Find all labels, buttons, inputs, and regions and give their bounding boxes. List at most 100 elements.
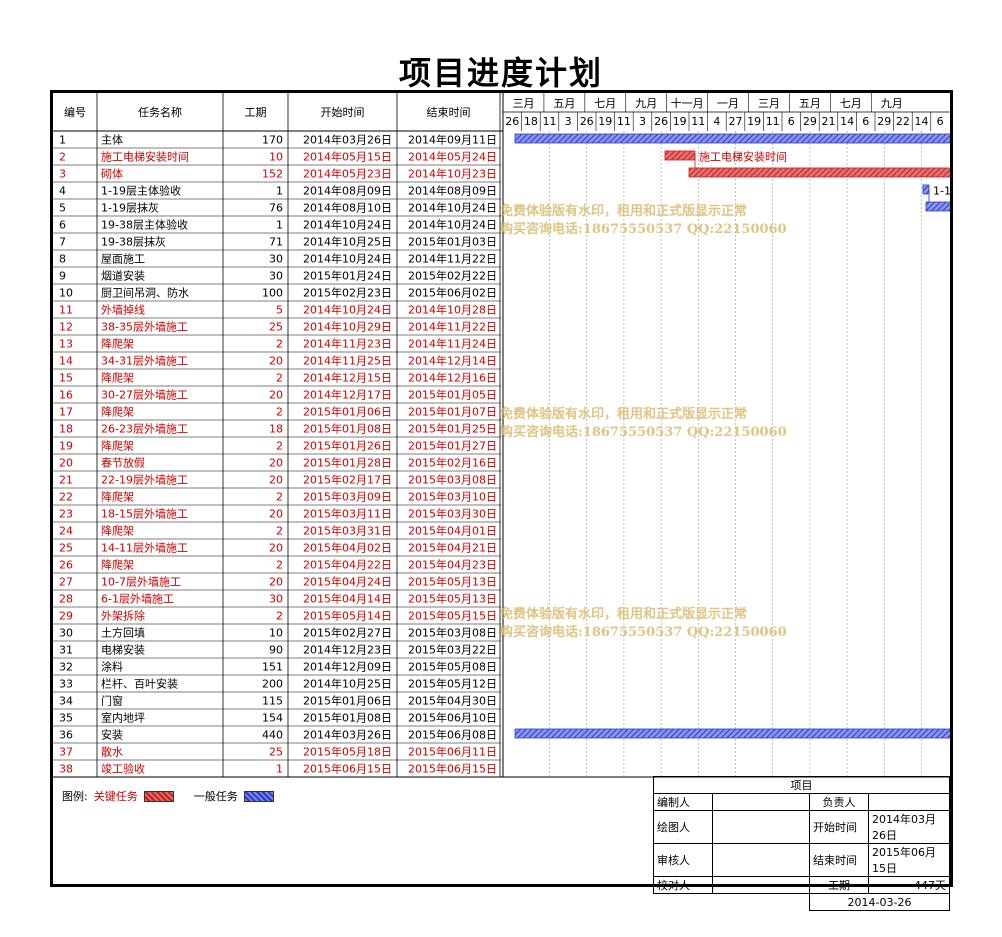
task-end: 2015年01月05日 bbox=[408, 388, 497, 402]
task-name: 38-35层外墙施工 bbox=[101, 320, 188, 334]
task-start: 2014年03月26日 bbox=[303, 728, 392, 742]
task-duration: 1 bbox=[276, 763, 283, 776]
task-start: 2014年03月26日 bbox=[303, 133, 392, 147]
task-end: 2014年10月24日 bbox=[408, 201, 497, 215]
task-start: 2014年10月25日 bbox=[303, 235, 392, 249]
task-start: 2015年04月22日 bbox=[303, 558, 392, 572]
timeline-day-label: 6 bbox=[937, 115, 944, 128]
info-checker-value bbox=[712, 876, 810, 894]
task-duration: 30 bbox=[269, 253, 283, 266]
task-start: 2014年05月23日 bbox=[303, 167, 392, 181]
task-end: 2015年03月22日 bbox=[408, 643, 497, 657]
task-start: 2015年02月23日 bbox=[303, 286, 392, 300]
task-id: 33 bbox=[59, 678, 73, 691]
timeline-month-label: 三月 bbox=[758, 97, 780, 110]
task-id: 36 bbox=[59, 729, 73, 742]
task-duration: 20 bbox=[269, 474, 283, 487]
timeline-month-label: 五月 bbox=[553, 97, 575, 110]
task-id: 15 bbox=[59, 372, 73, 385]
task-start: 2014年12月09日 bbox=[303, 660, 392, 674]
task-id: 5 bbox=[59, 202, 66, 215]
task-name: 34-31层外墙施工 bbox=[101, 354, 188, 368]
task-start: 2015年01月06日 bbox=[303, 694, 392, 708]
task-duration: 2 bbox=[276, 610, 283, 623]
timeline-day-label: 14 bbox=[915, 115, 929, 128]
task-start: 2015年05月18日 bbox=[303, 745, 392, 759]
task-start: 2015年03月31日 bbox=[303, 524, 392, 538]
task-start: 2015年04月02日 bbox=[303, 541, 392, 555]
task-start: 2015年01月06日 bbox=[303, 405, 392, 419]
task-name: 降爬架 bbox=[101, 337, 134, 351]
timeline-day-label: 14 bbox=[840, 115, 854, 128]
task-name: 栏杆、百叶安装 bbox=[101, 677, 178, 691]
timeline-day-label: 19 bbox=[747, 115, 761, 128]
task-id: 29 bbox=[59, 610, 73, 623]
legend-normal-label: 一般任务 bbox=[193, 790, 238, 803]
task-id: 13 bbox=[59, 338, 73, 351]
timeline-day-label: 27 bbox=[729, 115, 743, 128]
task-duration: 25 bbox=[269, 321, 283, 334]
task-duration: 151 bbox=[262, 661, 283, 674]
task-bar bbox=[925, 201, 950, 212]
task-duration: 115 bbox=[262, 695, 283, 708]
task-name: 室内地坪 bbox=[101, 711, 145, 725]
task-end: 2015年02月22日 bbox=[408, 269, 497, 283]
task-name: 砌体 bbox=[101, 167, 123, 181]
gantt-frame: 编号 任务名称 工期 开始时间 结束时间 三月 五月 七月 九月 十一月 一月 三月 五月 七月 九月 26 1… bbox=[50, 90, 953, 887]
timeline-month-label: 十一月 bbox=[671, 96, 704, 110]
timeline-month-label: 五月 bbox=[799, 97, 821, 110]
task-id: 11 bbox=[59, 304, 73, 317]
task-duration: 30 bbox=[269, 270, 283, 283]
task-name: 电梯安装 bbox=[101, 643, 145, 657]
task-start: 2014年08月09日 bbox=[303, 184, 392, 198]
task-duration: 20 bbox=[269, 576, 283, 589]
task-start: 2015年02月27日 bbox=[303, 626, 392, 640]
task-duration: 152 bbox=[262, 168, 283, 181]
timeline-day-label: 21 bbox=[822, 115, 836, 128]
task-duration: 10 bbox=[269, 627, 283, 640]
task-end: 2015年02月16日 bbox=[408, 456, 497, 470]
info-checker-label: 校对人 bbox=[653, 876, 713, 894]
task-name: 1-19层主体验收 bbox=[101, 184, 181, 198]
project-info-table: 项目 编制人 负责人 绘图人 开始时间 2014年03月26日 审核人 结束时间… bbox=[653, 776, 950, 911]
timeline-month-label: 一月 bbox=[717, 97, 739, 110]
task-name: 降爬架 bbox=[101, 558, 134, 572]
task-name: 6-1层外墙施工 bbox=[101, 592, 174, 606]
timeline-day-label: 22 bbox=[896, 115, 910, 128]
task-duration: 1 bbox=[276, 219, 283, 232]
task-start: 2015年03月09日 bbox=[303, 490, 392, 504]
task-id: 19 bbox=[59, 440, 73, 453]
timeline-day-label: 4 bbox=[713, 115, 720, 128]
task-end: 2015年01月25日 bbox=[408, 422, 497, 436]
task-duration: 2 bbox=[276, 440, 283, 453]
task-duration: 20 bbox=[269, 542, 283, 555]
timeline-day-label: 3 bbox=[639, 115, 646, 128]
task-id: 21 bbox=[59, 474, 73, 487]
header-name: 任务名称 bbox=[138, 105, 182, 119]
task-name: 竣工验收 bbox=[101, 762, 145, 776]
task-bar bbox=[514, 133, 950, 144]
task-end: 2014年11月22日 bbox=[408, 252, 497, 266]
task-start: 2014年10月24日 bbox=[303, 303, 392, 317]
task-start: 2015年01月26日 bbox=[303, 439, 392, 453]
task-start: 2014年12月23日 bbox=[303, 643, 392, 657]
task-duration: 5 bbox=[276, 304, 283, 317]
page-title: 项目进度计划 bbox=[398, 54, 603, 92]
task-id: 4 bbox=[59, 185, 66, 198]
task-name: 施工电梯安装时间 bbox=[101, 150, 189, 164]
timeline-month-label: 三月 bbox=[512, 97, 534, 110]
task-start: 2014年10月24日 bbox=[303, 252, 392, 266]
task-name: 1-19层抹灰 bbox=[101, 201, 159, 215]
task-start: 2015年05月14日 bbox=[303, 609, 392, 623]
task-bar bbox=[664, 150, 696, 161]
task-id: 30 bbox=[59, 627, 73, 640]
info-editor-label: 编制人 bbox=[653, 793, 713, 811]
header-start: 开始时间 bbox=[321, 105, 365, 119]
task-id: 26 bbox=[59, 559, 73, 572]
task-start: 2015年01月08日 bbox=[303, 711, 392, 725]
timeline-day-label: 26 bbox=[654, 115, 668, 128]
timeline-day-label: 18 bbox=[524, 115, 538, 128]
info-reviewer-value bbox=[712, 843, 810, 877]
task-id: 24 bbox=[59, 525, 73, 538]
